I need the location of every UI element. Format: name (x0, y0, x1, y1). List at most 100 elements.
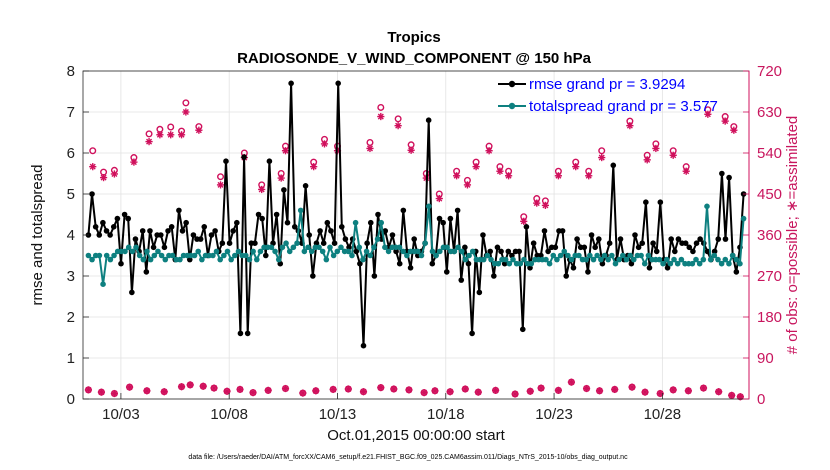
rmse-data-point (237, 330, 244, 337)
spread-data-point (136, 252, 143, 259)
spread-data-point (656, 256, 663, 263)
obs-assimilated-marker (312, 387, 320, 395)
spread-data-point (718, 260, 725, 267)
y-tick-label: 0 (67, 391, 75, 408)
obs-assimilated-marker (511, 390, 519, 398)
spread-data-point (458, 248, 465, 255)
rmse-data-point (266, 158, 273, 164)
spread-data-point (689, 260, 696, 267)
spread-data-point (253, 256, 260, 263)
spread-data-point (316, 244, 322, 251)
spread-data-point (609, 252, 615, 259)
obs-assimilated-marker (461, 385, 469, 393)
rmse-data-point (107, 232, 113, 238)
rmse-data-point (443, 269, 450, 275)
spread-data-point (598, 256, 604, 263)
rmse-data-point (255, 211, 262, 218)
spread-data-point (330, 252, 337, 259)
y-right-tick-label: 630 (757, 104, 782, 121)
spread-data-point (195, 248, 202, 255)
y-right-tick-label: 90 (757, 350, 774, 367)
spread-data-point (250, 248, 256, 255)
spread-data-point (678, 256, 685, 263)
spread-data-point (349, 252, 355, 259)
spread-data-point (155, 248, 161, 255)
rmse-data-point (241, 154, 247, 160)
y-right-tick-label: 180 (757, 309, 782, 326)
spread-data-point (660, 260, 666, 267)
rmse-data-point (516, 248, 522, 255)
rmse-data-point (672, 248, 678, 255)
obs-assimilated-marker (223, 387, 231, 395)
obs-possible-marker (598, 147, 606, 155)
rmse-data-point (664, 265, 671, 271)
spread-data-point (729, 252, 736, 259)
y-axis-label: rmse and totalspread (29, 165, 46, 306)
rmse-data-point (121, 211, 128, 218)
spread-data-point (129, 248, 136, 255)
spread-data-point (301, 248, 308, 255)
rmse-data-point (197, 236, 204, 242)
spread-data-point (232, 252, 238, 259)
spread-data-point (404, 252, 410, 259)
obs-assimilated-marker (474, 388, 482, 396)
obs-assimilated-marker (110, 389, 119, 398)
spread-data-point (436, 248, 443, 255)
x-tick-label: 10/18 (427, 406, 465, 423)
rmse-data-point (704, 248, 711, 255)
obs-assimilated-marker (472, 163, 480, 171)
obs-assimilated-marker (167, 131, 175, 139)
obs-assimilated-marker (684, 387, 692, 395)
rmse-data-point (273, 211, 280, 218)
rmse-data-point (393, 248, 399, 255)
rmse-data-point (168, 224, 175, 230)
spread-data-point (177, 256, 183, 263)
spread-data-point (308, 248, 315, 255)
spread-data-point (576, 252, 582, 259)
obs-assimilated-marker (344, 385, 352, 393)
spread-data-point (623, 256, 630, 263)
obs-assimilated-marker (453, 172, 461, 180)
spread-data-point (546, 260, 553, 267)
rmse-data-point (201, 224, 208, 230)
spread-data-point (122, 248, 128, 255)
legend-rmse-marker (508, 80, 516, 88)
spread-data-point (715, 256, 721, 263)
spread-data-point (587, 252, 593, 259)
rmse-data-point (259, 215, 265, 222)
spread-data-point (272, 248, 278, 255)
y-tick-label: 7 (67, 104, 75, 121)
spread-data-point (268, 244, 275, 251)
chart-subtitle: RADIOSONDE_V_WIND_COMPONENT @ 150 hPa (237, 50, 592, 67)
obs-assimilated-marker (407, 146, 415, 154)
spread-data-point (323, 256, 330, 263)
spread-data-point (283, 240, 289, 246)
spread-data-point (590, 256, 597, 263)
spread-data-point (418, 252, 425, 259)
legend-spread-label: totalspread grand pr = 3.577 (529, 98, 718, 115)
rmse-data-point (407, 265, 414, 271)
obs-assimilated-marker (699, 384, 708, 392)
rmse-data-point (726, 174, 732, 181)
obs-assimilated-marker (145, 138, 153, 146)
rmse-data-point (302, 183, 309, 189)
legend-rmse-label: rmse grand pr = 3.9294 (529, 76, 685, 93)
rmse-data-point (675, 236, 682, 242)
rmse-data-point (375, 211, 381, 218)
obs-assimilated-marker (258, 185, 266, 194)
spread-data-point (517, 260, 524, 267)
spread-data-point (415, 248, 421, 255)
spread-data-point (641, 260, 648, 267)
spread-data-point (158, 252, 165, 259)
x-tick-label: 10/23 (535, 406, 573, 423)
rmse-data-point (588, 232, 595, 238)
obs-assimilated-marker (572, 163, 580, 171)
rmse-data-point (491, 273, 497, 279)
obs-assimilated-marker (595, 387, 604, 395)
rmse-data-point (643, 199, 649, 205)
spread-data-point (444, 244, 450, 251)
rmse-data-point (411, 236, 417, 242)
spread-data-point (338, 244, 344, 251)
spread-data-point (367, 252, 374, 259)
obs-assimilated-marker (628, 383, 636, 391)
